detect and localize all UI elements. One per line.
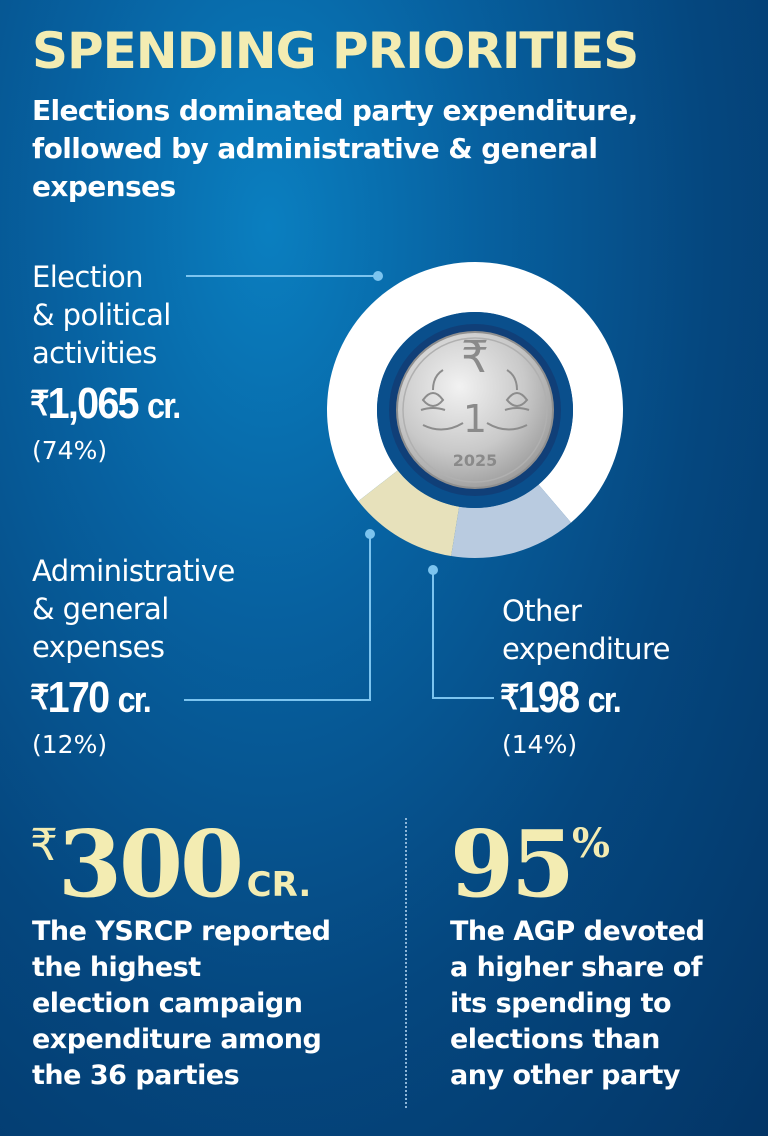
slice-label-other: Other expenditure xyxy=(502,592,670,668)
amount-unit: cr. xyxy=(117,679,152,720)
slice-label-admin: Administrative & general expenses xyxy=(32,552,235,666)
fact-big-value: 300 xyxy=(58,810,244,918)
slice-percent-admin: (12%) xyxy=(32,730,108,759)
slice-label-line: Election xyxy=(32,260,144,294)
fact-description-line: any other party xyxy=(450,1060,681,1091)
slice-amount-election: ₹1,065 cr. xyxy=(30,379,181,430)
fact-description-line: its spending to xyxy=(450,988,672,1019)
coin-symbol: ₹ xyxy=(461,332,489,383)
fact-big-suffix: CR. xyxy=(246,865,312,905)
fact-description-line: the highest xyxy=(32,952,201,983)
fact-ysrcp-figure: ₹300 CR. xyxy=(30,818,311,910)
fact-currency-symbol: ₹ xyxy=(30,820,58,871)
donut-slice-other xyxy=(451,484,572,558)
leader-line-admin xyxy=(184,534,371,701)
fact-description-line: expenditure among xyxy=(32,1024,322,1055)
fact-description-line: elections than xyxy=(450,1024,660,1055)
leader-dot-other xyxy=(428,565,438,575)
slice-label-line: & general xyxy=(32,592,169,626)
slice-label-line: & political xyxy=(32,298,171,332)
fact-ysrcp-description: The YSRCP reported the highest election … xyxy=(32,914,331,1094)
amount-value: 170 xyxy=(47,673,110,722)
fact-agp-description: The AGP devoted a higher share of its sp… xyxy=(450,914,705,1094)
donut-chart: ₹ 1 2025 xyxy=(327,262,623,558)
donut-slices xyxy=(327,262,623,558)
amount-value: 1,065 xyxy=(47,379,140,428)
amount-unit: cr. xyxy=(587,679,622,720)
slice-amount-admin: ₹170 cr. xyxy=(30,673,152,724)
leader-dot-admin xyxy=(365,529,375,539)
donut-slice-admin xyxy=(358,470,460,557)
page-title: SPENDING PRIORITIES xyxy=(32,22,639,80)
rupee-coin-icon xyxy=(396,331,554,489)
fact-big-suffix: % xyxy=(572,820,611,867)
lotus-left-icon xyxy=(420,369,464,431)
coin-denomination: 1 xyxy=(463,397,487,441)
fact-description-line: the 36 parties xyxy=(32,1060,240,1091)
fact-description-line: The AGP devoted xyxy=(450,916,705,947)
donut-slice-election xyxy=(327,262,623,523)
coin-year: 2025 xyxy=(453,451,498,470)
fact-description-line: a higher share of xyxy=(450,952,703,983)
currency-symbol: ₹ xyxy=(500,679,519,717)
fact-description-line: The YSRCP reported xyxy=(32,916,331,947)
slice-percent-other: (14%) xyxy=(502,730,578,759)
amount-unit: cr. xyxy=(146,385,181,426)
slice-label-line: expenses xyxy=(32,630,165,664)
slice-amount-other: ₹198 cr. xyxy=(500,673,622,724)
slice-label-line: Administrative xyxy=(32,554,235,588)
fact-divider xyxy=(405,818,407,1108)
slice-label-line: activities xyxy=(32,336,157,370)
slice-label-line: expenditure xyxy=(502,632,670,666)
fact-big-value: 95 xyxy=(450,810,575,918)
slice-label-election: Election & political activities xyxy=(32,258,171,372)
fact-agp-figure: 95% xyxy=(450,818,610,910)
fact-description-line: election campaign xyxy=(32,988,303,1019)
currency-symbol: ₹ xyxy=(30,385,49,423)
amount-value: 198 xyxy=(517,673,580,722)
leader-line-other xyxy=(432,570,494,699)
slice-label-line: Other xyxy=(502,594,582,628)
slice-percent-election: (74%) xyxy=(32,436,108,465)
leader-dot-election xyxy=(373,271,383,281)
currency-symbol: ₹ xyxy=(30,679,49,717)
page-subtitle: Elections dominated party expenditure, f… xyxy=(32,94,638,203)
lotus-right-icon xyxy=(486,369,530,431)
